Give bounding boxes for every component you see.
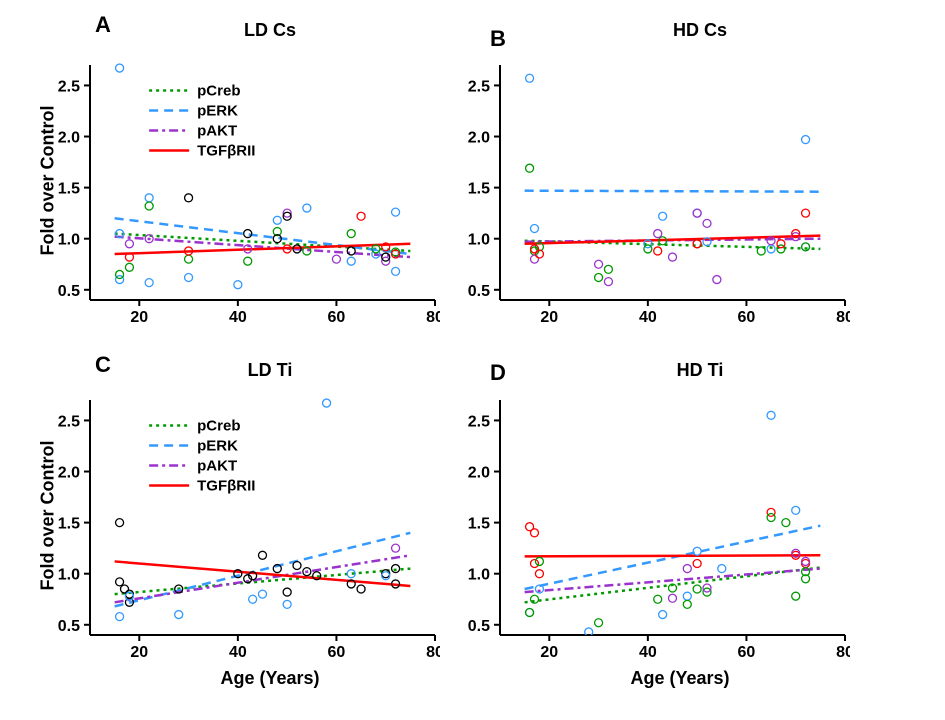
svg-text:1.0: 1.0 — [468, 232, 490, 249]
svg-text:2.5: 2.5 — [468, 413, 490, 430]
svg-text:80: 80 — [836, 309, 850, 326]
svg-text:0.5: 0.5 — [468, 283, 490, 300]
svg-text:TGFβRII: TGFβRII — [197, 143, 255, 160]
plot-D: 0.5 1.0 1.5 2.0 2.5 20 40 60 80 — [455, 395, 850, 670]
svg-text:2.5: 2.5 — [468, 78, 490, 95]
svg-text:pAKT: pAKT — [197, 123, 237, 140]
svg-text:TGFβRII: TGFβRII — [197, 478, 255, 495]
svg-text:1.0: 1.0 — [58, 567, 80, 584]
svg-text:0.5: 0.5 — [58, 283, 80, 300]
svg-text:20: 20 — [540, 644, 558, 661]
xlabel-C: Age (Years) — [180, 668, 360, 689]
panel-label-B: B — [490, 26, 506, 52]
svg-text:80: 80 — [426, 309, 440, 326]
svg-text:pCreb: pCreb — [197, 418, 240, 435]
svg-text:40: 40 — [229, 309, 247, 326]
svg-text:1.0: 1.0 — [58, 232, 80, 249]
svg-text:40: 40 — [229, 644, 247, 661]
panel-label-C: C — [95, 352, 111, 378]
panel-title-B: HD Cs — [620, 20, 780, 41]
svg-text:2.0: 2.0 — [58, 465, 80, 482]
svg-text:pAKT: pAKT — [197, 458, 237, 475]
svg-text:1.5: 1.5 — [468, 181, 490, 198]
panel-label-D: D — [490, 360, 506, 386]
svg-text:2.0: 2.0 — [468, 465, 490, 482]
panel-title-A: LD Cs — [190, 20, 350, 41]
svg-text:20: 20 — [540, 309, 558, 326]
svg-text:80: 80 — [836, 644, 850, 661]
svg-text:40: 40 — [639, 309, 657, 326]
svg-text:pERK: pERK — [197, 103, 238, 120]
svg-text:1.0: 1.0 — [468, 567, 490, 584]
svg-text:2.0: 2.0 — [468, 130, 490, 147]
svg-text:pCreb: pCreb — [197, 83, 240, 100]
svg-text:20: 20 — [130, 309, 148, 326]
svg-text:20: 20 — [130, 644, 148, 661]
plot-B: 0.5 1.0 1.5 2.0 2.5 20 40 60 80 — [455, 60, 850, 335]
svg-text:2.5: 2.5 — [58, 78, 80, 95]
svg-text:60: 60 — [738, 644, 756, 661]
svg-text:1.5: 1.5 — [58, 516, 80, 533]
svg-text:pERK: pERK — [197, 438, 238, 455]
panel-title-D: HD Ti — [620, 360, 780, 381]
svg-text:2.0: 2.0 — [58, 130, 80, 147]
svg-text:60: 60 — [328, 644, 346, 661]
panel-label-A: A — [95, 12, 111, 38]
svg-text:40: 40 — [639, 644, 657, 661]
svg-text:2.5: 2.5 — [58, 413, 80, 430]
xlabel-D: Age (Years) — [590, 668, 770, 689]
panel-title-C: LD Ti — [190, 360, 350, 381]
svg-text:0.5: 0.5 — [58, 618, 80, 635]
svg-text:60: 60 — [738, 309, 756, 326]
svg-text:1.5: 1.5 — [58, 181, 80, 198]
svg-text:0.5: 0.5 — [468, 618, 490, 635]
plot-A: 0.5 1.0 1.5 2.0 2.5 20 40 60 80 pCreb pERK pAKT TGFβ… — [45, 60, 440, 335]
svg-text:80: 80 — [426, 644, 440, 661]
svg-text:60: 60 — [328, 309, 346, 326]
svg-text:1.5: 1.5 — [468, 516, 490, 533]
plot-C: 0.5 1.0 1.5 2.0 2.5 20 40 60 80 pCreb pERK pAKT TGFβ… — [45, 395, 440, 670]
